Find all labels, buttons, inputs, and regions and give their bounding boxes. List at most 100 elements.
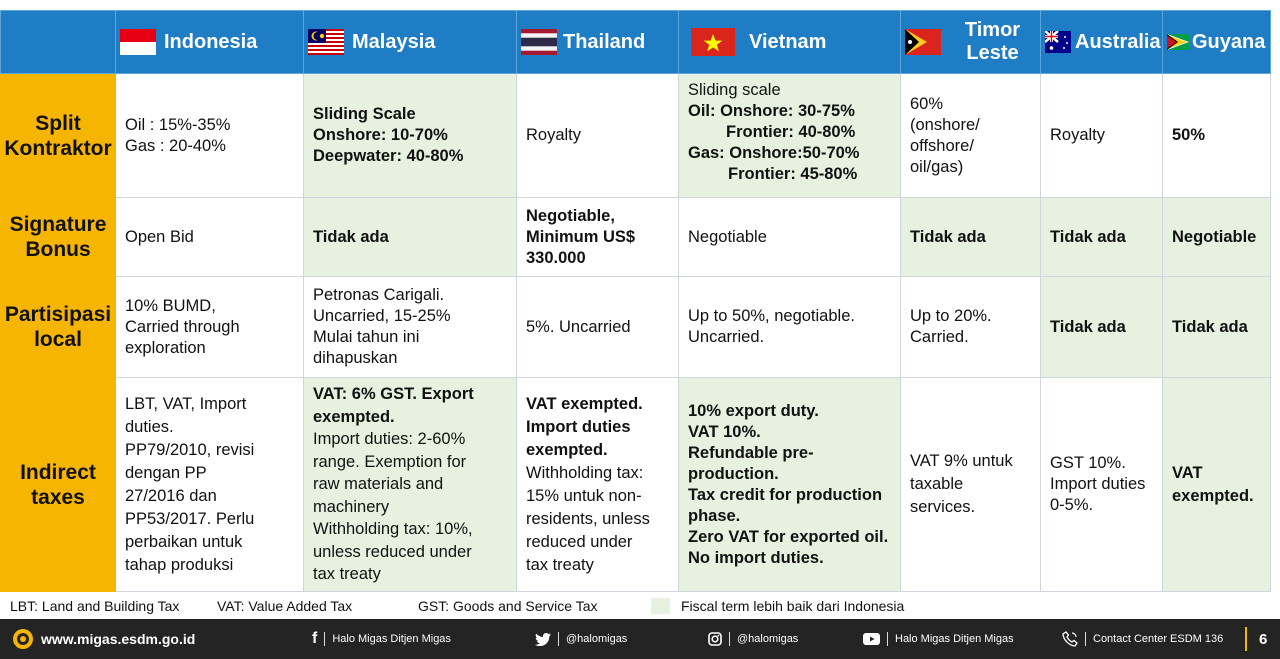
cell-line: Zero VAT for exported oil. bbox=[688, 527, 889, 546]
col-guyana: Guyana bbox=[1162, 10, 1271, 74]
cell-line: Import duties: 2-60% bbox=[313, 430, 466, 449]
row-head: Split Kontraktor bbox=[0, 73, 116, 198]
australia-flag-icon bbox=[1045, 31, 1071, 53]
instagram-label: @halomigas bbox=[737, 633, 799, 645]
cell-australia: Tidak ada bbox=[1040, 276, 1163, 378]
cell-thailand: 5%. Uncarried bbox=[516, 276, 679, 378]
row-head-line1: Indirect bbox=[20, 460, 96, 484]
cell-line: dengan PP bbox=[125, 463, 207, 482]
divider bbox=[729, 632, 730, 646]
cell-line: 27/2016 dan bbox=[125, 486, 217, 505]
footer-facebook[interactable]: f Halo Migas Ditjen Migas bbox=[312, 619, 451, 659]
cell-line: Onshore: 10-70% bbox=[313, 126, 448, 144]
cell-line: VAT bbox=[1172, 463, 1203, 482]
divider bbox=[887, 632, 888, 646]
cell-line: Frontier: 40-80% bbox=[726, 123, 856, 141]
cell-line: Uncarried, 15-25% bbox=[313, 307, 451, 325]
divider bbox=[1085, 632, 1086, 646]
cell-text: 50% bbox=[1172, 126, 1206, 144]
cell-vietnam: Negotiable bbox=[678, 197, 901, 277]
cell-timor-leste: 60% (onshore/ offshore/ oil/gas) bbox=[900, 73, 1041, 198]
cell-line: tax treaty bbox=[313, 565, 381, 584]
cell-line: range. Exemption for bbox=[313, 452, 467, 471]
cell-line: machinery bbox=[313, 497, 390, 516]
cell-line: exempted. bbox=[313, 407, 395, 426]
cell-line: Uncarried. bbox=[688, 328, 765, 346]
divider bbox=[324, 632, 326, 646]
cell-indonesia: LBT, VAT, Import duties. PP79/2010, revi… bbox=[115, 377, 304, 592]
legend-abbr-lbt: LBT: Land and Building Tax bbox=[10, 598, 180, 614]
col-thailand: Thailand bbox=[516, 10, 679, 74]
thailand-flag-icon bbox=[521, 29, 557, 55]
cell-line: offshore/ bbox=[910, 136, 974, 155]
cell-line: unless reduced under bbox=[313, 542, 472, 561]
divider bbox=[558, 632, 559, 646]
legend-abbr-vat: VAT: Value Added Tax bbox=[217, 598, 353, 614]
cell-line: Import duties bbox=[526, 417, 631, 436]
phone-icon bbox=[1062, 631, 1078, 647]
row-head-line1: Partisipasi bbox=[4, 303, 112, 326]
cell-text: Tidak ada bbox=[1050, 317, 1126, 336]
footer-bar: www.migas.esdm.go.id f Halo Migas Ditjen… bbox=[0, 619, 1280, 659]
row-head-line1: Signature bbox=[9, 213, 107, 236]
cell-line: VAT 10%. bbox=[688, 422, 761, 441]
site-url: www.migas.esdm.go.id bbox=[41, 631, 196, 647]
cell-line: exploration bbox=[125, 338, 206, 357]
cell-timor-leste: Tidak ada bbox=[900, 197, 1041, 277]
cell-line: Oil : 15%-35% bbox=[125, 115, 231, 134]
footer-contact[interactable]: Contact Center ESDM 136 bbox=[1062, 619, 1223, 659]
cell-line: oil/gas) bbox=[910, 157, 964, 176]
row-head-line2: Kontraktor bbox=[4, 136, 112, 160]
legend-note: Fiscal term lebih baik dari Indonesia bbox=[681, 598, 905, 614]
cell-line: exempted. bbox=[1172, 486, 1254, 505]
cell-line: 10% export duty. bbox=[688, 401, 819, 420]
twitter-label: @halomigas bbox=[566, 633, 628, 645]
footer-instagram[interactable]: @halomigas bbox=[708, 619, 798, 659]
guyana-flag-icon bbox=[1167, 34, 1189, 50]
cell-indonesia: Open Bid bbox=[115, 197, 304, 277]
footer-site[interactable]: www.migas.esdm.go.id bbox=[12, 619, 195, 659]
esdm-logo-icon bbox=[13, 629, 33, 649]
cell-thailand: Negotiable, Minimum US$ 330.000 bbox=[516, 197, 679, 277]
indonesia-flag-icon bbox=[120, 29, 156, 55]
cell-line: reduced under bbox=[526, 532, 633, 551]
fiscal-terms-table: Indonesia Malaysia bbox=[0, 10, 1271, 592]
country-label: Australia bbox=[1075, 30, 1161, 53]
cell-line: 60% bbox=[910, 94, 944, 113]
footer-page: 6 bbox=[1245, 619, 1267, 659]
cell-thailand: Royalty bbox=[516, 73, 679, 198]
cell-line: PP79/2010, revisi bbox=[125, 440, 255, 459]
cell-line: residents, unless bbox=[526, 509, 650, 528]
cell-line: Minimum US$ bbox=[526, 227, 636, 246]
cell-text: Tidak ada bbox=[1050, 227, 1126, 246]
cell-line: 15% untuk non- bbox=[526, 486, 642, 505]
legend-abbr-gst: GST: Goods and Service Tax bbox=[418, 598, 598, 614]
cell-malaysia: Sliding Scale Onshore: 10-70% Deepwater:… bbox=[303, 73, 517, 198]
cell-line: raw materials and bbox=[313, 475, 444, 494]
row-head: Partisipasi local bbox=[0, 276, 116, 378]
row-indirect-taxes: Indirect taxes LBT, VAT, Import duties. … bbox=[0, 377, 1271, 592]
youtube-label: Halo Migas Ditjen Migas bbox=[895, 633, 1014, 645]
cell-line: Sliding scale bbox=[688, 81, 781, 99]
cell-line: LBT, VAT, Import bbox=[125, 394, 247, 413]
cell-line: Sliding Scale bbox=[313, 105, 416, 123]
cell-line: 0-5%. bbox=[1050, 496, 1094, 514]
footer-youtube[interactable]: Halo Migas Ditjen Migas bbox=[863, 619, 1014, 659]
cell-line: No import duties. bbox=[688, 548, 824, 567]
cell-line: PP53/2017. Perlu bbox=[125, 509, 255, 528]
cell-text: 5%. Uncarried bbox=[526, 317, 631, 336]
cell-line: Carried. bbox=[910, 328, 969, 346]
cell-thailand: VAT exempted. Import duties exempted. Wi… bbox=[516, 377, 679, 592]
cell-guyana: VAT exempted. bbox=[1162, 377, 1271, 592]
cell-line: Up to 20%. bbox=[910, 307, 992, 325]
footer-twitter[interactable]: @halomigas bbox=[535, 619, 627, 659]
col-timor-leste: Timor Leste bbox=[900, 10, 1041, 74]
cell-line: VAT exempted. bbox=[526, 394, 643, 413]
col-indonesia: Indonesia bbox=[115, 10, 304, 74]
cell-australia: Royalty bbox=[1040, 73, 1163, 198]
cell-malaysia: Tidak ada bbox=[303, 197, 517, 277]
row-head-line2: Bonus bbox=[25, 238, 91, 261]
row-head-line1: Split bbox=[35, 111, 81, 135]
country-label: Thailand bbox=[563, 30, 646, 53]
timor-leste-flag-icon bbox=[905, 29, 941, 55]
